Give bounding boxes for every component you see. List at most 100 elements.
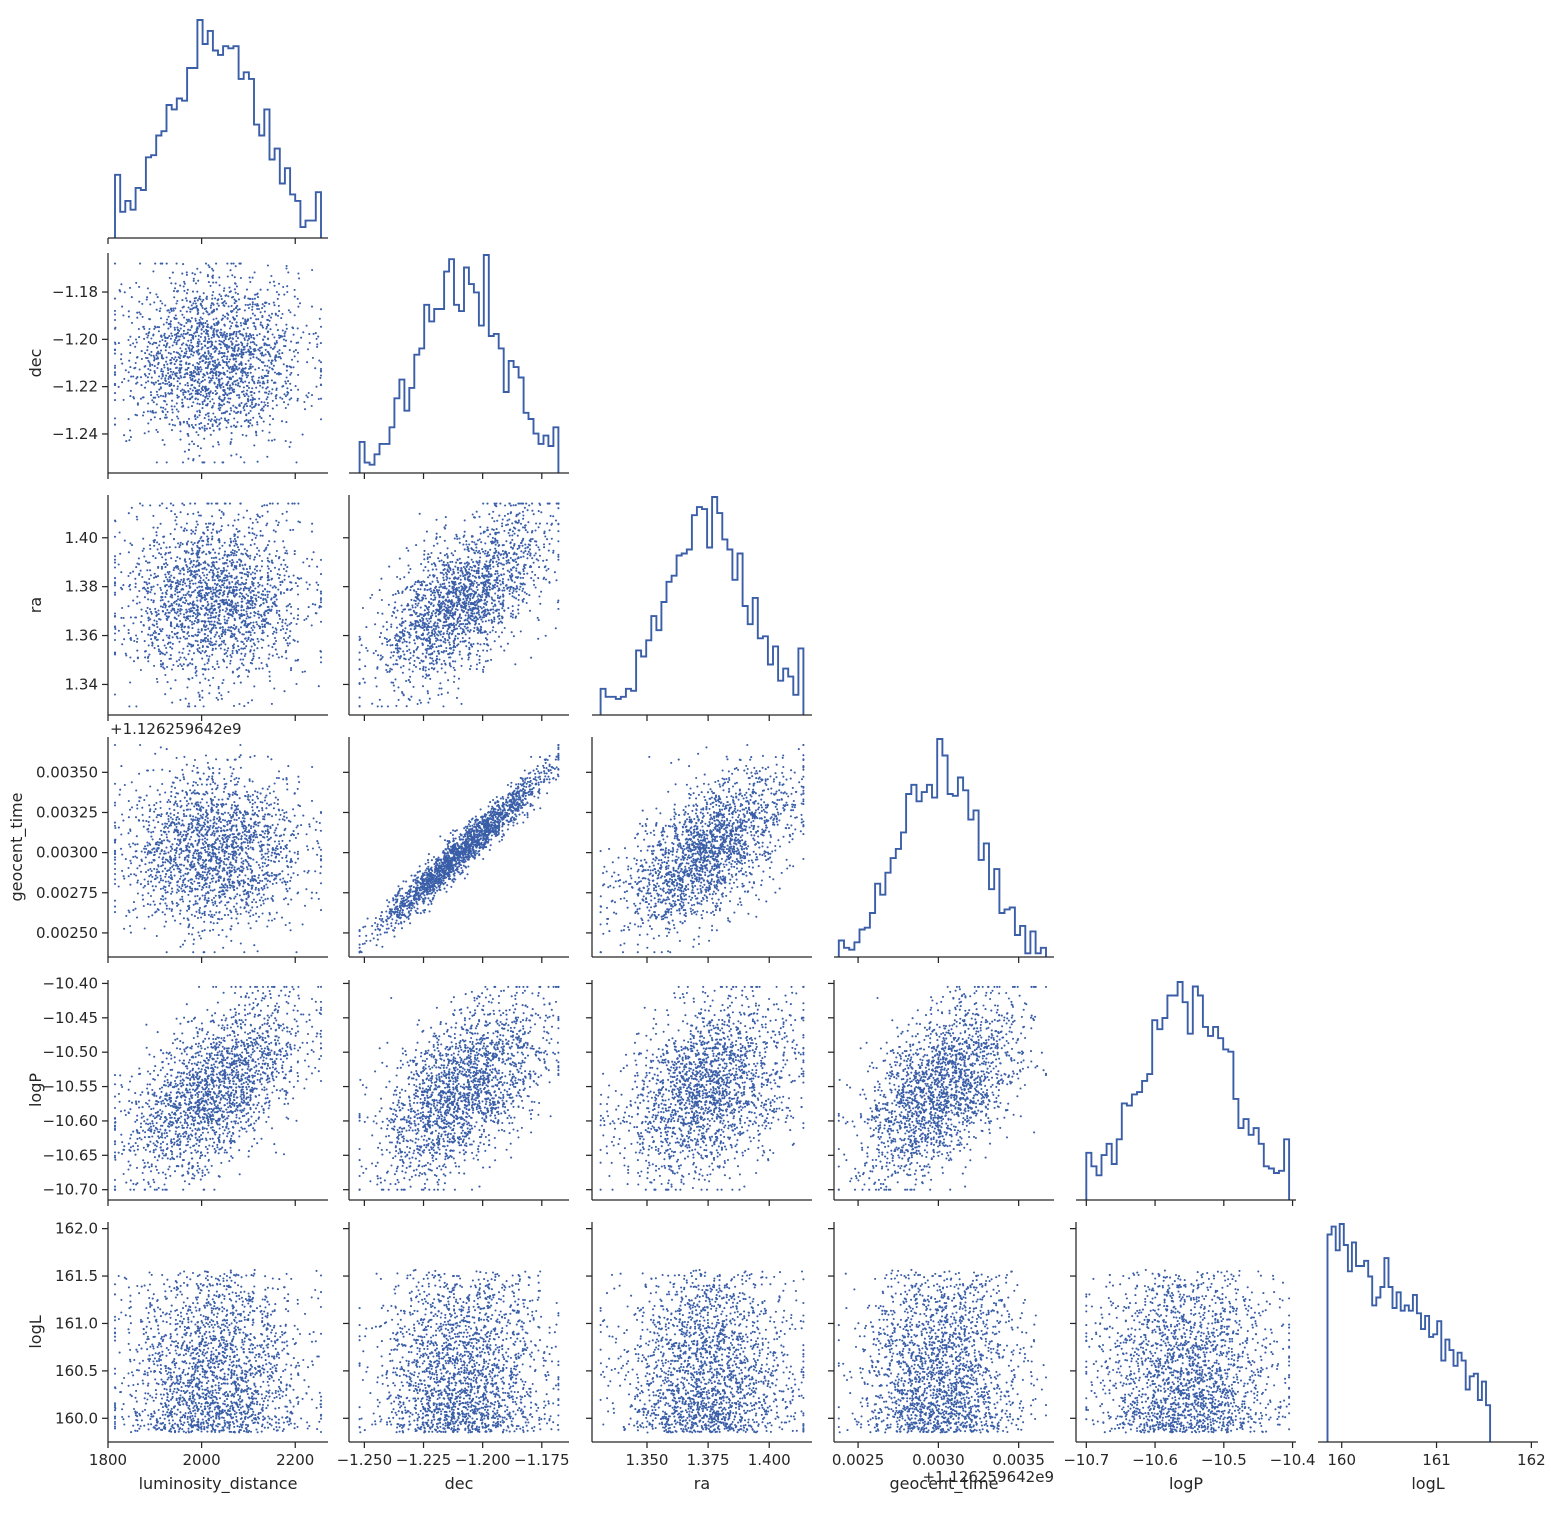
scatter-point — [228, 286, 231, 289]
scatter-point — [245, 668, 248, 672]
scatter-point — [210, 379, 213, 382]
scatter-point — [213, 419, 216, 422]
scatter-point — [170, 557, 173, 560]
scatter-point — [271, 632, 275, 635]
scatter-point — [188, 398, 192, 401]
scatter-point — [292, 350, 295, 353]
scatter-point — [183, 550, 186, 553]
scatter-point — [415, 590, 418, 593]
scatter-point — [233, 537, 236, 541]
scatter-point — [305, 581, 308, 584]
scatter-point — [240, 662, 244, 665]
scatter-point — [232, 333, 235, 336]
scatter-point — [203, 628, 207, 631]
scatter-point — [524, 550, 527, 553]
scatter-point — [473, 580, 476, 583]
scatter-point — [450, 652, 453, 655]
scatter-point — [248, 337, 251, 340]
scatter-point — [152, 341, 156, 344]
scatter-point — [211, 355, 214, 359]
scatter-point — [249, 517, 252, 520]
scatter-point — [310, 394, 314, 397]
scatter-point — [182, 577, 185, 581]
scatter-point — [177, 614, 180, 617]
scatter-point — [164, 413, 167, 416]
scatter-point — [214, 297, 217, 300]
scatter-point — [232, 262, 235, 265]
scatter-point — [278, 573, 281, 577]
scatter-point — [138, 311, 141, 314]
scatter-point — [218, 404, 221, 407]
scatter-point — [196, 402, 199, 405]
scatter-point — [287, 575, 290, 578]
scatter-point — [260, 354, 263, 357]
scatter-point — [127, 512, 130, 515]
scatter-point — [247, 412, 250, 415]
scatter-point — [162, 639, 165, 642]
scatter-point — [251, 375, 254, 378]
scatter-point — [362, 677, 365, 680]
scatter-point — [318, 317, 321, 320]
scatter-point — [180, 578, 183, 581]
scatter-point — [240, 652, 243, 655]
scatter-point — [275, 604, 278, 608]
scatter-point — [229, 441, 232, 444]
scatter-point — [222, 641, 225, 644]
scatter-point — [142, 411, 145, 414]
scatter-point — [171, 411, 174, 414]
scatter-point — [152, 396, 155, 399]
scatter-point — [286, 642, 289, 645]
scatter-point — [178, 546, 181, 549]
scatter-point — [290, 389, 293, 392]
scatter-point — [232, 295, 235, 298]
scatter-point — [223, 287, 226, 290]
scatter-point — [210, 304, 213, 307]
scatter-point — [179, 580, 182, 583]
scatter-point — [191, 290, 195, 293]
scatter-point — [231, 610, 234, 613]
scatter-point — [257, 412, 261, 415]
scatter-point — [127, 310, 130, 313]
scatter-point — [239, 583, 242, 586]
scatter-point — [236, 337, 240, 340]
scatter-point — [156, 526, 159, 529]
scatter-point — [180, 664, 183, 668]
scatter-point — [249, 661, 252, 664]
scatter-point — [197, 348, 200, 351]
scatter-point — [173, 627, 176, 630]
scatter-point — [192, 302, 195, 305]
scatter-point — [188, 580, 191, 583]
scatter-point — [203, 351, 207, 354]
scatter-point — [183, 529, 186, 532]
scatter-point — [183, 527, 186, 530]
scatter-point — [241, 372, 244, 375]
scatter-point — [227, 553, 230, 556]
scatter-point — [254, 597, 257, 600]
scatter-point — [190, 560, 193, 564]
scatter-point — [257, 610, 260, 613]
scatter-point — [457, 571, 460, 574]
scatter-point — [532, 513, 535, 516]
scatter-point — [129, 588, 132, 591]
scatter-point — [226, 312, 229, 315]
scatter-point — [221, 557, 224, 560]
scatter-point — [196, 326, 199, 329]
scatter-point — [282, 338, 285, 341]
scatter-point — [436, 622, 439, 625]
scatter-point — [244, 323, 248, 326]
scatter-point — [266, 396, 269, 399]
scatter-point — [167, 551, 170, 554]
scatter-point — [234, 594, 237, 597]
scatter-point — [179, 347, 182, 350]
scatter-point — [228, 367, 231, 370]
scatter-point — [211, 575, 214, 579]
scatter-point — [253, 558, 256, 561]
scatter-point — [261, 514, 264, 517]
scatter-point — [409, 681, 412, 684]
scatter-point — [160, 370, 163, 373]
scatter-point — [194, 371, 197, 374]
scatter-point — [444, 671, 447, 674]
scatter-point — [258, 397, 261, 400]
scatter-point — [284, 563, 287, 566]
scatter-point — [196, 322, 199, 325]
